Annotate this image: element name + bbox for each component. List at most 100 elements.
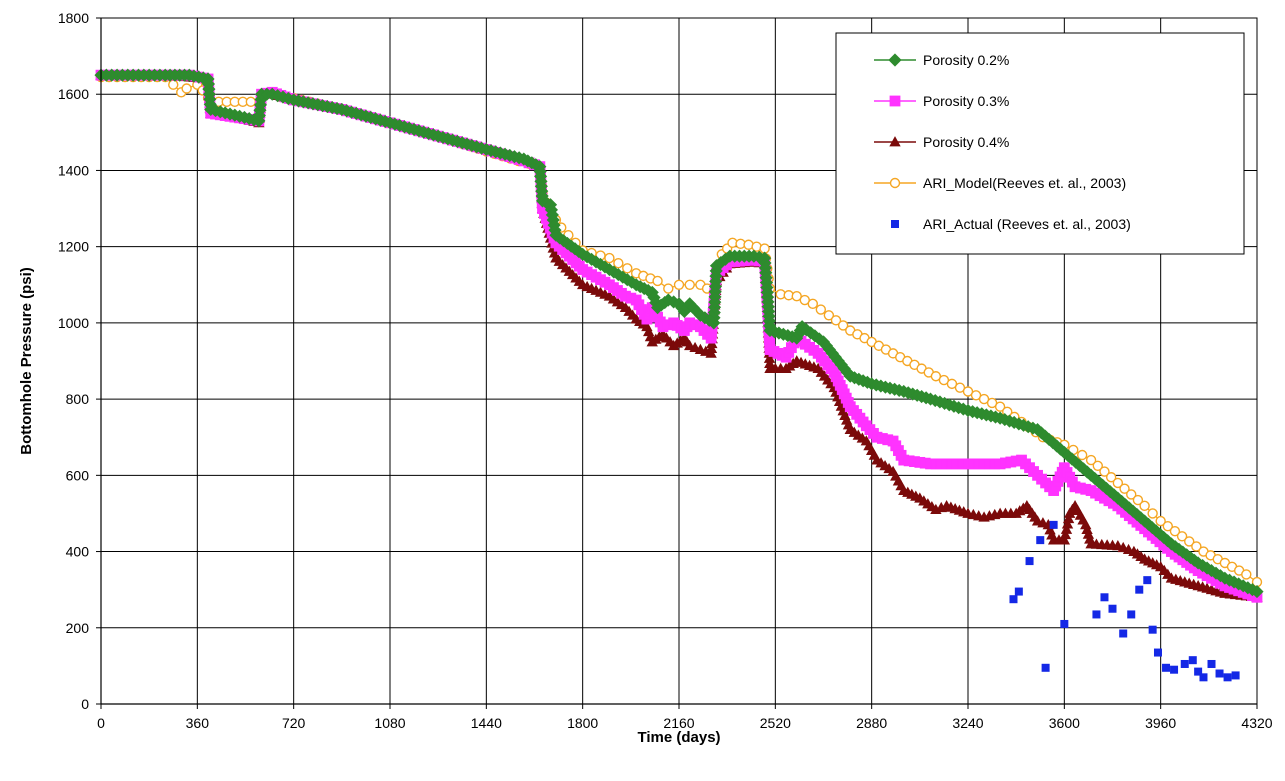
legend-item: Porosity 0.4%: [874, 134, 1009, 150]
legend-box: [835, 32, 1245, 255]
data-point: [1126, 489, 1137, 500]
axes: 0 360 720 1080 1440 1800 2160 2520 2880 3240 3600 3…: [58, 10, 1273, 731]
x-tick-label: 1800: [567, 715, 598, 731]
legend-marker: [891, 220, 899, 228]
legend-label: ARI_Actual (Reeves et. al., 2003): [923, 216, 1131, 232]
data-point: [1025, 557, 1034, 566]
legend-item: Porosity 0.3%: [874, 93, 1009, 109]
data-point: [1207, 659, 1216, 668]
series-group: [94, 68, 1264, 682]
legend-label: Porosity 0.2%: [923, 52, 1009, 68]
data-point: [684, 279, 695, 290]
data-point: [823, 310, 835, 321]
data-point: [1105, 472, 1117, 483]
legend-marker: [889, 177, 901, 189]
data-point: [837, 320, 849, 331]
data-point: [1241, 569, 1252, 580]
data-point: [1076, 449, 1088, 461]
x-tick-label: 1080: [374, 715, 405, 731]
data-point: [1223, 673, 1232, 682]
legend-marker: [889, 136, 901, 147]
data-point: [181, 83, 192, 94]
data-point: [1060, 523, 1073, 534]
data-point: [1135, 585, 1144, 594]
data-point: [1049, 520, 1058, 529]
data-point: [1170, 665, 1179, 674]
data-point: [1231, 671, 1240, 680]
data-point: [1199, 673, 1208, 682]
data-point: [1176, 531, 1188, 542]
y-tick-label: 1200: [58, 239, 89, 255]
y-tick-label: 200: [66, 620, 90, 636]
data-point: [1119, 483, 1130, 494]
data-point: [1184, 536, 1195, 547]
data-point: [1060, 619, 1069, 628]
data-point: [815, 304, 827, 315]
data-point: [1041, 663, 1050, 672]
x-tick-label: 720: [282, 715, 306, 731]
data-point: [830, 315, 842, 326]
data-point: [1009, 595, 1018, 604]
x-tick-label: 2880: [856, 715, 887, 731]
data-point: [1169, 526, 1181, 537]
data-point: [1155, 515, 1166, 527]
data-point: [1100, 593, 1109, 602]
data-point: [1250, 585, 1264, 599]
data-point: [1148, 625, 1157, 634]
data-point: [1188, 656, 1197, 665]
data-point: [1132, 494, 1144, 506]
y-axis-title: Bottomhole Pressure (psi): [18, 267, 35, 455]
legend-label: Porosity 0.3%: [923, 93, 1009, 109]
data-point: [1162, 520, 1174, 532]
y-tick-label: 1000: [58, 315, 89, 331]
data-point: [1153, 648, 1162, 657]
legend-marker: [889, 95, 901, 107]
data-point: [1108, 604, 1117, 613]
data-point: [1112, 477, 1124, 489]
legend-marker: [888, 53, 902, 67]
y-tick-label: 1800: [58, 10, 89, 26]
x-tick-label: 3960: [1145, 715, 1176, 731]
data-point: [245, 96, 257, 108]
x-tick-label: 360: [186, 715, 210, 731]
data-point: [1061, 518, 1074, 529]
data-point: [613, 257, 624, 269]
legend-label: Porosity 0.4%: [923, 134, 1009, 150]
y-tick-label: 800: [66, 391, 90, 407]
data-point: [1058, 534, 1071, 545]
data-point: [1092, 610, 1101, 619]
data-point: [1191, 541, 1202, 552]
data-point: [1062, 512, 1075, 524]
data-point: [1119, 629, 1128, 638]
data-point: [652, 275, 663, 287]
x-tick-label: 4320: [1241, 715, 1272, 731]
x-tick-label: 2520: [760, 715, 791, 731]
data-point: [1099, 466, 1110, 477]
data-point: [663, 283, 674, 294]
data-point: [1092, 460, 1103, 472]
data-point: [1127, 610, 1136, 619]
x-tick-label: 3600: [1049, 715, 1080, 731]
data-point: [994, 401, 1006, 412]
data-point: [1162, 663, 1171, 672]
y-tick-label: 400: [66, 544, 90, 560]
data-point: [1059, 528, 1072, 540]
x-axis-title: Time (days): [637, 729, 720, 746]
data-point: [1139, 500, 1150, 512]
x-tick-label: 0: [97, 715, 105, 731]
data-point: [1194, 667, 1203, 676]
x-tick-label: 3240: [952, 715, 983, 731]
x-tick-label: 1440: [471, 715, 502, 731]
data-point: [1215, 669, 1224, 678]
y-tick-label: 1400: [58, 162, 89, 178]
legend-item: ARI_Model(Reeves et. al., 2003): [874, 175, 1126, 191]
data-point: [1014, 587, 1023, 596]
y-tick-label: 0: [81, 696, 89, 712]
legend-item: Porosity 0.2%: [874, 52, 1009, 68]
series-porosity-0-2: [94, 68, 1264, 599]
legend-item: ARI_Actual (Reeves et. al., 2003): [891, 216, 1131, 232]
data-point: [673, 279, 685, 290]
data-point: [1085, 454, 1097, 466]
